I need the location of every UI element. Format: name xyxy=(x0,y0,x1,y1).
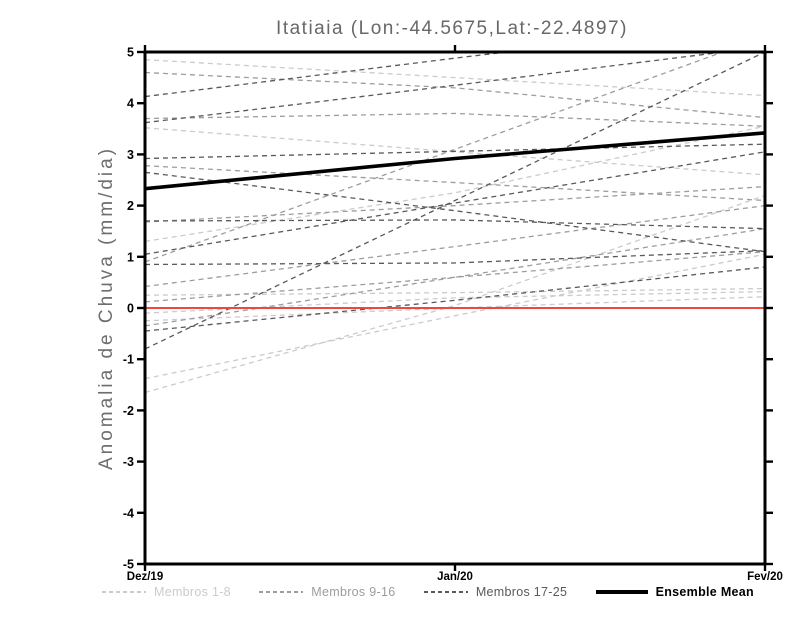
ensemble-mean-line xyxy=(145,131,765,191)
member-line xyxy=(145,165,765,202)
member-line xyxy=(145,219,765,230)
member-line xyxy=(145,204,765,288)
plot-frame-group xyxy=(143,50,767,566)
y-tick-label: 3 xyxy=(127,148,134,162)
member-line xyxy=(145,251,765,303)
member-line xyxy=(145,52,765,350)
y-tick-label: -2 xyxy=(123,404,134,418)
chart-title: Itatiaia (Lon:-44.5675,Lat:-22.4897) xyxy=(276,18,628,39)
legend-label-membros-9-16: Membros 9-16 xyxy=(311,585,396,599)
y-tick-label: -5 xyxy=(123,558,134,572)
member-line xyxy=(145,143,765,160)
x-axis-tick-labels: Dez/19 Jan/20 Fev/20 xyxy=(127,571,783,583)
member-line xyxy=(145,71,765,119)
y-tick-label: 5 xyxy=(127,46,134,60)
y-tick-label: 1 xyxy=(127,250,134,264)
member-line xyxy=(145,125,765,243)
dashed-line-swatch-icon xyxy=(102,591,146,593)
axis-ticks xyxy=(137,45,773,571)
y-axis-label: Anomalia de Chuva (mm/dia) xyxy=(96,146,117,470)
solid-line-swatch-icon xyxy=(595,590,648,594)
member-line xyxy=(145,151,765,255)
member-line xyxy=(145,59,765,97)
legend-label-ensemble-mean: Ensemble Mean xyxy=(655,585,754,599)
legend: Membros 1-8 Membros 9-16 Membros 17-25 E… xyxy=(102,585,754,599)
member-line xyxy=(145,52,725,263)
legend-label-membros-1-8: Membros 1-8 xyxy=(154,585,231,599)
plot-lines xyxy=(145,52,765,394)
member-line xyxy=(145,171,765,253)
legend-label-membros-17-25: Membros 17-25 xyxy=(475,585,568,599)
y-tick-label: -1 xyxy=(123,353,134,367)
legend-item-membros-17-25: Membros 17-25 xyxy=(423,585,568,599)
legend-item-membros-9-16: Membros 9-16 xyxy=(259,585,395,599)
y-tick-label: -4 xyxy=(123,506,134,520)
y-tick-label: 0 xyxy=(127,302,134,316)
legend-item-ensemble-mean: Ensemble Mean xyxy=(595,585,754,599)
x-tick-label: Dez/19 xyxy=(127,571,163,583)
y-axis-tick-labels: 5 4 3 2 1 0 -1 -2 -3 -4 -5 xyxy=(123,46,134,572)
plot-frame xyxy=(143,50,767,566)
dashed-line-swatch-icon xyxy=(259,591,304,593)
x-tick-label: Jan/20 xyxy=(437,571,473,583)
x-tick-label: Fev/20 xyxy=(747,571,783,583)
member-line xyxy=(145,253,765,380)
y-tick-label: 2 xyxy=(127,199,134,213)
member-line xyxy=(145,250,765,266)
y-tick-label: 4 xyxy=(127,97,134,111)
member-line xyxy=(145,186,765,223)
member-line xyxy=(145,287,765,296)
member-line xyxy=(145,227,765,327)
dashed-line-swatch-icon xyxy=(423,591,468,593)
member-line xyxy=(145,194,765,394)
legend-item-membros-1-8: Membros 1-8 xyxy=(102,585,231,599)
member-line xyxy=(145,266,765,332)
member-line xyxy=(145,112,765,127)
y-tick-label: -3 xyxy=(123,455,134,469)
